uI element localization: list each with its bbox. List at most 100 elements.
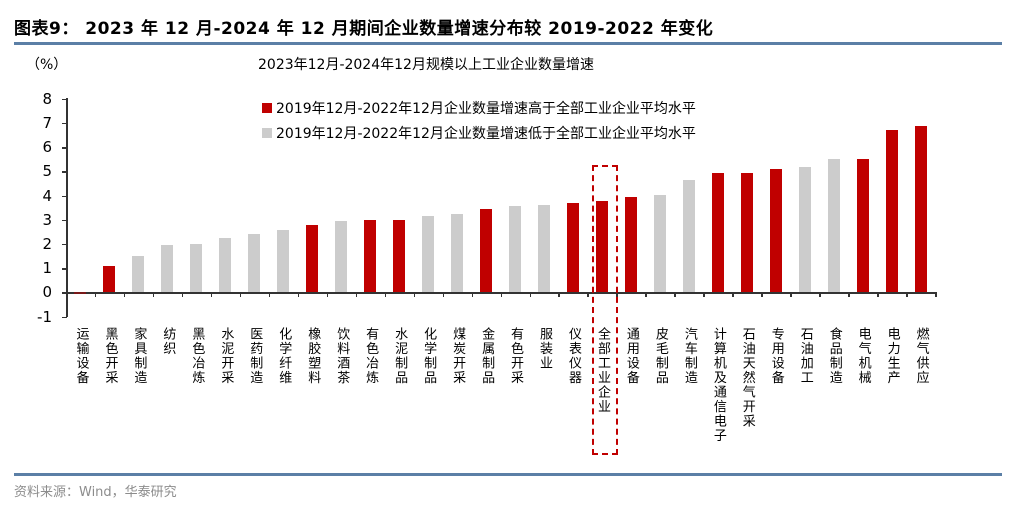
x-tick [558, 292, 560, 297]
chart-title: 2023年12月-2024年12月规模以上工业企业数量增速 [258, 57, 594, 73]
x-tick [297, 292, 300, 297]
category-label: 全部工业企业 [594, 327, 610, 414]
x-tick [761, 292, 763, 297]
category-label: 电力生产 [884, 327, 900, 385]
x-tick [906, 292, 908, 297]
category-label: 化学纤维 [276, 327, 292, 385]
x-tick [123, 292, 126, 297]
legend-label-low: 2019年12月-2022年12月企业数量增速低于全部工业企业平均水平 [276, 126, 696, 142]
x-tick [152, 292, 155, 297]
bar [566, 203, 579, 293]
bar [798, 166, 811, 293]
x-tick [790, 292, 792, 297]
y-tick [62, 171, 67, 173]
source-note: 资料来源：Wind，华泰研究 [14, 485, 177, 500]
category-label: 服装业 [537, 327, 552, 371]
x-tick [587, 292, 589, 297]
bar [74, 292, 87, 294]
y-tick-label: 3 [42, 210, 52, 229]
category-label: 水泥制品 [392, 327, 408, 385]
category-label: 燃气供应 [913, 327, 929, 385]
category-label: 皮毛制品 [652, 327, 668, 385]
y-tick-label: 7 [42, 113, 52, 132]
x-tick [500, 292, 503, 297]
x-tick [471, 292, 474, 297]
x-tick [239, 292, 242, 297]
category-label: 黑色冶炼 [189, 327, 205, 385]
bar [103, 265, 116, 293]
bar [277, 230, 290, 293]
x-tick [645, 292, 647, 297]
category-label: 金属制品 [479, 327, 495, 385]
y-tick [62, 268, 67, 270]
y-tick [62, 98, 67, 101]
x-tick [326, 292, 329, 297]
y-tick [62, 219, 67, 222]
category-label: 电气机械 [855, 327, 871, 385]
x-tick [732, 292, 734, 297]
bar [740, 172, 753, 293]
y-tick [62, 292, 67, 294]
bar [624, 196, 637, 293]
bar [538, 205, 550, 293]
category-label: 橡胶塑料 [305, 327, 321, 385]
x-tick [355, 292, 358, 297]
bar [451, 214, 464, 293]
legend-swatch-red [262, 103, 272, 113]
bar [364, 220, 377, 293]
bar [335, 221, 348, 293]
bar [219, 237, 232, 293]
y-tick-label: 4 [42, 186, 52, 205]
x-tick [819, 292, 821, 297]
y-tick [62, 122, 67, 125]
category-label: 食品制造 [826, 327, 842, 385]
category-label: 煤炭开采 [450, 327, 466, 385]
header-rule [14, 42, 1002, 45]
y-tick [62, 316, 67, 318]
y-axis [66, 98, 68, 317]
y-tick-label: 1 [42, 259, 52, 278]
bar [422, 216, 435, 293]
legend-swatch-gray [262, 128, 272, 138]
category-label: 黑色开采 [102, 327, 118, 385]
x-tick [413, 292, 416, 297]
bar [595, 200, 608, 293]
category-label: 石油天然气开采 [739, 327, 755, 429]
x-tick [877, 292, 879, 297]
x-tick [529, 292, 532, 297]
bar [161, 244, 174, 293]
legend-item-low: 2019年12月-2022年12月企业数量增速低于全部工业企业平均水平 [262, 123, 696, 143]
bar [827, 158, 840, 293]
category-label: 石油加工 [797, 327, 813, 385]
category-label: 化学制品 [421, 327, 437, 385]
y-tick-label: 6 [42, 138, 52, 157]
category-label: 纺织 [160, 327, 176, 356]
bar [132, 256, 145, 293]
bar [509, 205, 522, 293]
bar [711, 172, 724, 293]
bar [914, 126, 927, 293]
category-label: 有色开采 [508, 327, 524, 385]
y-tick-label: 8 [42, 89, 52, 108]
bar [393, 220, 406, 293]
bar [190, 244, 203, 293]
category-label: 汽车制造 [681, 327, 697, 385]
category-label: 计算机及通信电子 [710, 327, 726, 443]
y-axis-unit: （%） [26, 57, 68, 73]
x-tick [703, 292, 705, 297]
bar [306, 224, 319, 293]
x-tick [442, 292, 445, 297]
bar [856, 158, 869, 293]
bar [480, 209, 493, 293]
category-label: 运输设备 [73, 327, 89, 385]
y-tick-label: 5 [42, 162, 52, 181]
y-tick-label: -1 [37, 307, 52, 326]
category-label: 专用设备 [768, 327, 784, 385]
bar [769, 169, 782, 293]
y-tick-label: 0 [42, 283, 52, 302]
category-label: 水泥开采 [218, 327, 234, 385]
bar [682, 180, 695, 293]
y-tick [62, 147, 67, 149]
y-tick [62, 243, 67, 246]
category-label: 医药制造 [247, 327, 263, 385]
